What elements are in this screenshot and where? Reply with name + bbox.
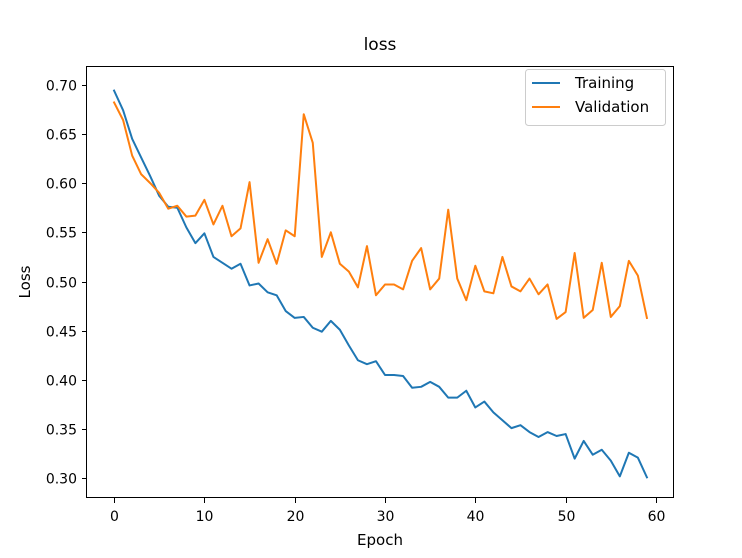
y-tick-label: 0.60 — [46, 177, 77, 193]
y-tick-label: 0.50 — [46, 276, 77, 292]
legend: Training Validation — [525, 69, 666, 126]
plot-series — [112, 89, 649, 479]
x-tick-label: 40 — [467, 509, 485, 525]
y-tick-label: 0.30 — [46, 472, 77, 488]
y-axis-label: Loss — [16, 265, 34, 298]
x-tick-label: 50 — [558, 509, 576, 525]
y-axis: 0.30 0.35 0.40 0.45 0.50 0.55 0.60 0.65 0.70 — [46, 79, 87, 488]
chart-title: loss — [364, 35, 397, 55]
y-tick-label: 0.40 — [46, 374, 77, 390]
x-tick-label: 20 — [287, 509, 305, 525]
y-tick-label: 0.35 — [46, 423, 77, 439]
x-tick-label: 0 — [110, 509, 119, 525]
y-tick-label: 0.55 — [46, 226, 77, 242]
x-tick-label: 30 — [377, 509, 395, 525]
legend-box — [525, 69, 666, 126]
y-tick-label: 0.65 — [46, 128, 77, 144]
y-tick-label: 0.70 — [46, 79, 77, 95]
series-line-training — [112, 89, 649, 479]
y-tick-label: 0.45 — [46, 325, 77, 341]
x-axis: 0 10 20 30 40 50 60 — [110, 498, 665, 525]
legend-label-training: Training — [574, 74, 634, 92]
x-tick-label: 60 — [648, 509, 666, 525]
series-line-validation — [112, 101, 649, 320]
plot-frame — [86, 66, 674, 498]
x-axis-label: Epoch — [357, 531, 403, 549]
x-tick-label: 10 — [196, 509, 214, 525]
legend-label-validation: Validation — [575, 98, 649, 116]
